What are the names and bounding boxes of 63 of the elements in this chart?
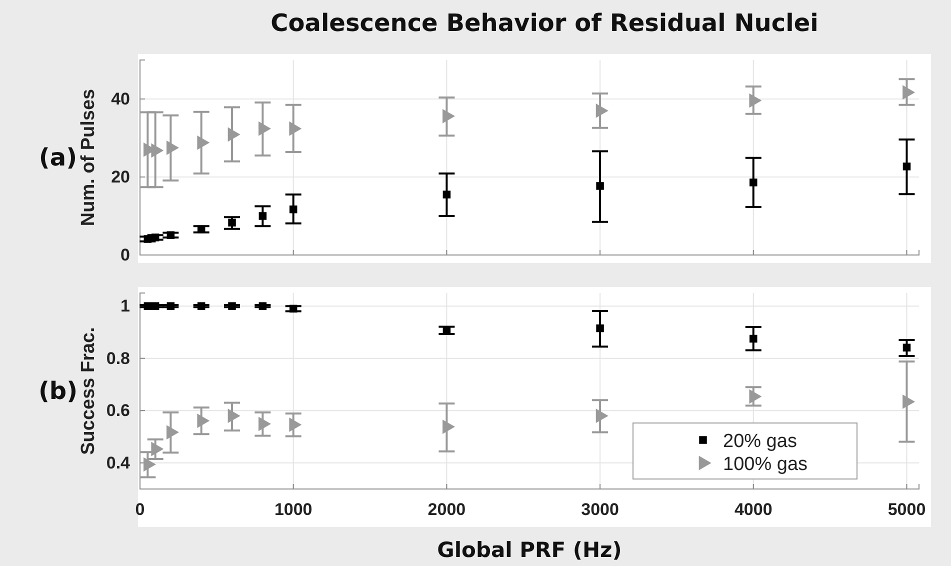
point	[166, 140, 179, 155]
point	[596, 408, 608, 424]
point	[151, 234, 160, 242]
point	[749, 389, 762, 404]
point	[749, 93, 762, 108]
point	[750, 178, 758, 186]
point	[750, 334, 758, 343]
point	[151, 442, 164, 456]
point	[258, 302, 267, 310]
point	[289, 304, 298, 313]
chart-title: Coalescence Behavior of Residual Nuclei	[270, 9, 818, 37]
point	[197, 135, 210, 150]
point	[442, 190, 451, 198]
x-tick-label: 0	[135, 500, 145, 520]
point	[228, 302, 236, 310]
point	[596, 324, 604, 332]
y-tick-label: 0.8	[106, 348, 130, 368]
y-axis-title: Num. of Pulses	[78, 88, 99, 226]
y-tick-label: 0	[120, 245, 130, 264]
point	[144, 457, 156, 472]
point	[151, 302, 160, 310]
point	[289, 418, 302, 432]
y-tick-label: 0.6	[106, 401, 130, 420]
point	[258, 121, 271, 136]
point	[144, 302, 152, 310]
point	[144, 235, 152, 243]
point	[197, 225, 206, 234]
point	[442, 420, 456, 434]
legend-label: 20% gas	[723, 431, 797, 452]
point	[596, 103, 608, 118]
point	[228, 127, 240, 142]
point	[197, 414, 210, 428]
x-tick-label: 4000	[734, 500, 772, 520]
point	[902, 162, 911, 170]
x-tick-label: 5000	[888, 500, 926, 520]
point	[166, 425, 179, 440]
point	[289, 121, 302, 136]
point	[166, 231, 175, 239]
y-axis-title: Success Frac.	[78, 327, 99, 455]
point	[166, 302, 175, 310]
point	[442, 108, 456, 124]
x-axis-title: Global PRF (Hz)	[437, 538, 622, 562]
point	[902, 85, 916, 100]
point	[228, 218, 236, 227]
point	[596, 182, 604, 190]
point	[289, 205, 298, 214]
point	[902, 344, 911, 352]
y-tick-label: 0.4	[106, 453, 131, 472]
text: (b)	[38, 377, 78, 405]
text: (a)	[38, 144, 78, 172]
point	[197, 302, 206, 310]
y-tick-label: 40	[111, 89, 130, 108]
point	[258, 416, 271, 432]
x-tick-label: 1000	[274, 500, 312, 520]
y-tick-label: 1	[120, 296, 130, 316]
point	[228, 408, 240, 424]
x-tick-label: 2000	[428, 500, 466, 520]
x-tick-label: 3000	[581, 500, 619, 520]
point	[258, 212, 267, 220]
y-tick-label: 20	[111, 167, 130, 186]
legend-label: 100% gas	[723, 454, 808, 475]
point	[151, 143, 164, 158]
point	[902, 394, 916, 409]
